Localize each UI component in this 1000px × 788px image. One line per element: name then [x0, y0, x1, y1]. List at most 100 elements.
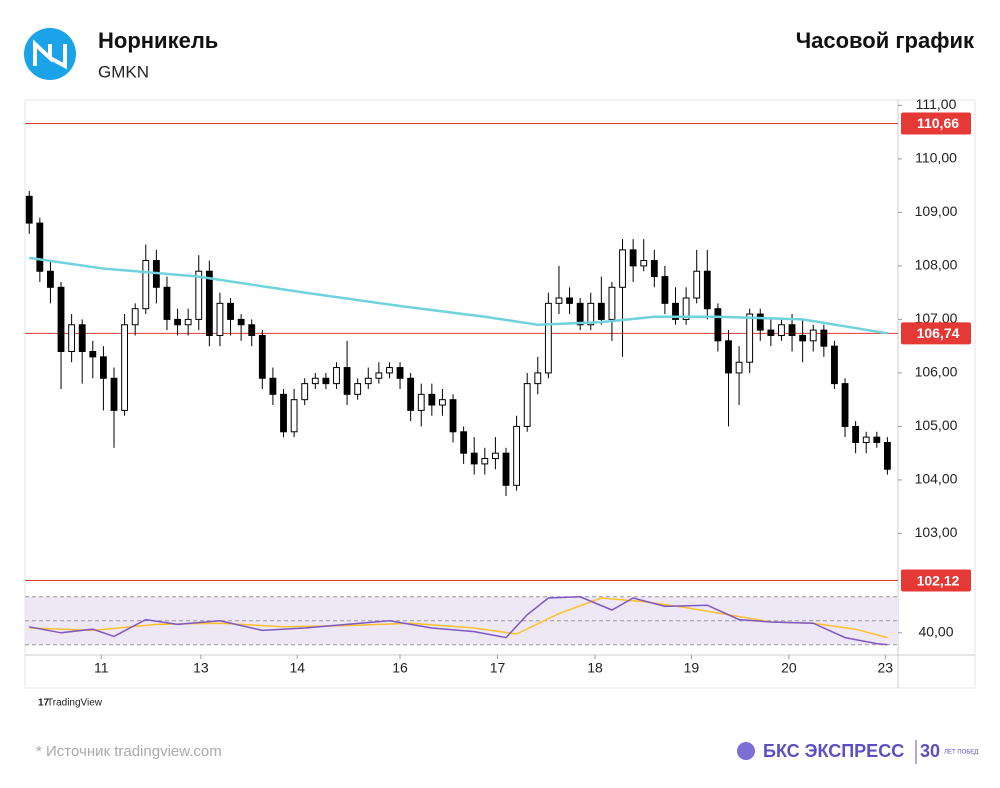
candle-body: [640, 260, 648, 267]
candle-body: [36, 222, 44, 272]
moving-average: [29, 256, 888, 335]
x-tick-label: 16: [392, 660, 408, 676]
candle-body: [195, 270, 203, 320]
candle-body: [449, 399, 457, 433]
x-tick-label: 19: [684, 660, 700, 676]
candle-body: [566, 297, 573, 304]
y-tick-label: 109,00: [915, 203, 958, 219]
candle-body: [597, 302, 605, 320]
candle-body: [778, 324, 785, 336]
candle-body: [883, 441, 891, 470]
candle-body: [587, 302, 595, 326]
chart-kind: Часовой график: [796, 28, 975, 53]
candle-body: [820, 329, 828, 347]
y-tick-label: 110,00: [915, 150, 957, 166]
frame: [24, 99, 976, 689]
candle-body: [163, 286, 171, 320]
candle-body: [799, 334, 807, 342]
candle-body: [174, 318, 181, 326]
candle-body: [862, 436, 870, 443]
y-tick-label: 107,00: [915, 310, 958, 326]
y-tick-label: 111,00: [916, 96, 957, 112]
candle-body: [672, 302, 679, 320]
candle-body: [290, 399, 298, 433]
candle-body: [407, 377, 415, 411]
x-tick-label: 20: [781, 660, 797, 676]
candle-body: [523, 383, 531, 427]
candle-body: [227, 302, 234, 320]
candle-body: [608, 286, 616, 320]
candle-body: [237, 318, 245, 326]
ticker: GMKN: [98, 62, 149, 81]
company: Норникель: [98, 28, 218, 53]
candle-body: [682, 297, 690, 320]
candle-body: [513, 425, 521, 486]
y-tick-label: 104,00: [915, 471, 958, 487]
candle-body: [68, 324, 76, 353]
candle-body: [555, 297, 563, 304]
candle-body: [735, 361, 743, 374]
candle-body: [417, 393, 425, 411]
candle-body: [502, 452, 510, 486]
candle-body: [386, 367, 393, 374]
candle-body: [831, 345, 838, 385]
candle-body: [110, 377, 118, 411]
candle-body: [354, 383, 362, 395]
candle-body: [142, 260, 150, 310]
logo-text: БКС ЭКСПРЕСС: [763, 741, 904, 761]
candle-body: [661, 276, 669, 304]
level-label: 106,74: [917, 325, 960, 341]
candle-body: [333, 367, 340, 385]
x-tick-label: 17: [490, 660, 506, 676]
candle-body: [301, 383, 309, 401]
x-tick-label: 14: [289, 660, 305, 676]
candle-body: [311, 377, 319, 385]
candle-body: [491, 452, 499, 460]
logo-badge: 30: [920, 741, 940, 761]
candle-body: [756, 313, 764, 331]
candle-body: [852, 425, 860, 443]
candle-body: [629, 249, 637, 267]
candle-body: [460, 431, 468, 454]
logo-dot: [737, 742, 755, 760]
candle-body: [873, 436, 881, 443]
candle-body: [470, 452, 478, 465]
candle-body: [364, 377, 372, 385]
candle-body: [544, 302, 552, 374]
x-tick-label: 13: [193, 660, 209, 676]
candle-body: [703, 270, 711, 310]
candle-body: [650, 260, 658, 278]
brand: TradingView: [47, 698, 103, 709]
candle-body: [78, 324, 86, 353]
x-tick-label: 23: [877, 660, 893, 676]
y-tick-label: 106,00: [915, 364, 958, 380]
level-badge: [901, 569, 971, 592]
candle-body: [269, 377, 277, 395]
y-tick-label: 108,00: [915, 257, 958, 273]
candle-body: [47, 270, 54, 288]
x-tick-label: 11: [94, 660, 109, 676]
logo-glyph: [33, 39, 67, 70]
level-badge: [901, 112, 971, 135]
candle-body: [131, 308, 139, 326]
candle-body: [439, 399, 446, 406]
candle-body: [343, 367, 351, 395]
rsi-tick-label: 40,00: [918, 624, 953, 640]
level-label: 102,12: [917, 572, 960, 588]
candle-body: [121, 324, 129, 411]
candle-body: [396, 367, 404, 379]
candle-body: [576, 302, 584, 326]
candle-body: [258, 334, 266, 379]
candle-body: [481, 458, 489, 465]
source: * Источник tradingview.com: [36, 743, 222, 760]
candle-body: [184, 318, 192, 326]
candle-body: [99, 356, 107, 379]
candle-body: [25, 195, 33, 224]
candle-body: [375, 372, 383, 379]
candle-body: [322, 377, 330, 385]
x-tick-label: 18: [587, 660, 603, 676]
brand-mark: 17: [38, 698, 50, 709]
logo-badge-text: ЛЕТ ПОБЕД: [944, 750, 978, 756]
